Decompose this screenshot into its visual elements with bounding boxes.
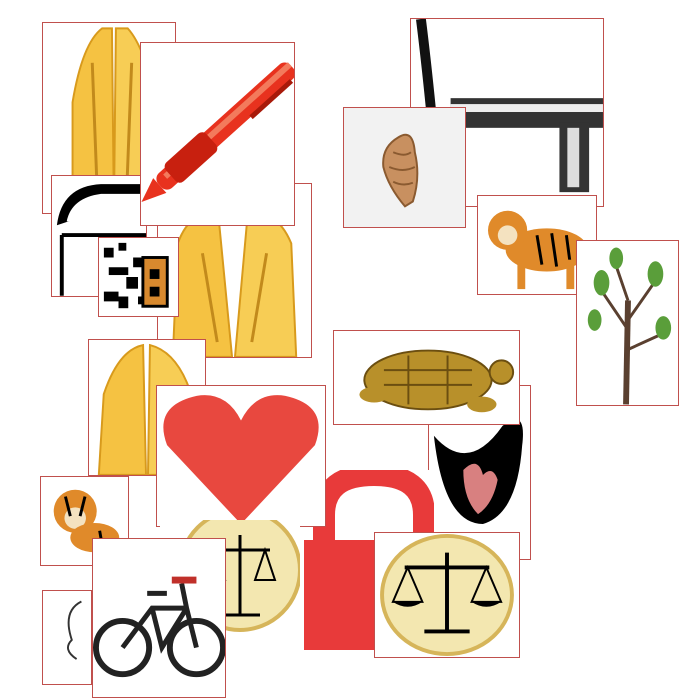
- tree-card: [576, 240, 679, 406]
- tiger-card-2: [40, 476, 129, 566]
- scales-card-2: [374, 532, 520, 658]
- qr-pattern-icon: [103, 242, 169, 309]
- bird-heart-icon: [433, 419, 523, 524]
- scales-of-justice-icon: [380, 533, 514, 657]
- cable-icon: [67, 600, 82, 660]
- tree-icon: [587, 247, 672, 405]
- tiger-icon: [488, 210, 588, 290]
- seashell-icon: [382, 133, 419, 208]
- turtle-figurine-card: [333, 330, 520, 425]
- heart-card: [156, 385, 326, 527]
- bicycle-icon: [93, 576, 225, 678]
- bicycle-card: [92, 538, 226, 698]
- turtle-figurine-icon: [359, 349, 515, 413]
- tiger-card-1: [477, 195, 597, 295]
- tiger-icon: [53, 489, 120, 553]
- pen-icon: [141, 62, 294, 203]
- cable-card: [42, 590, 92, 685]
- qr-pattern-card: [98, 237, 179, 317]
- key-icon: [416, 19, 603, 193]
- lock-icon: [56, 184, 146, 296]
- seashell-card: [343, 107, 466, 228]
- heart-icon: [163, 395, 319, 525]
- pen-card: [140, 42, 295, 226]
